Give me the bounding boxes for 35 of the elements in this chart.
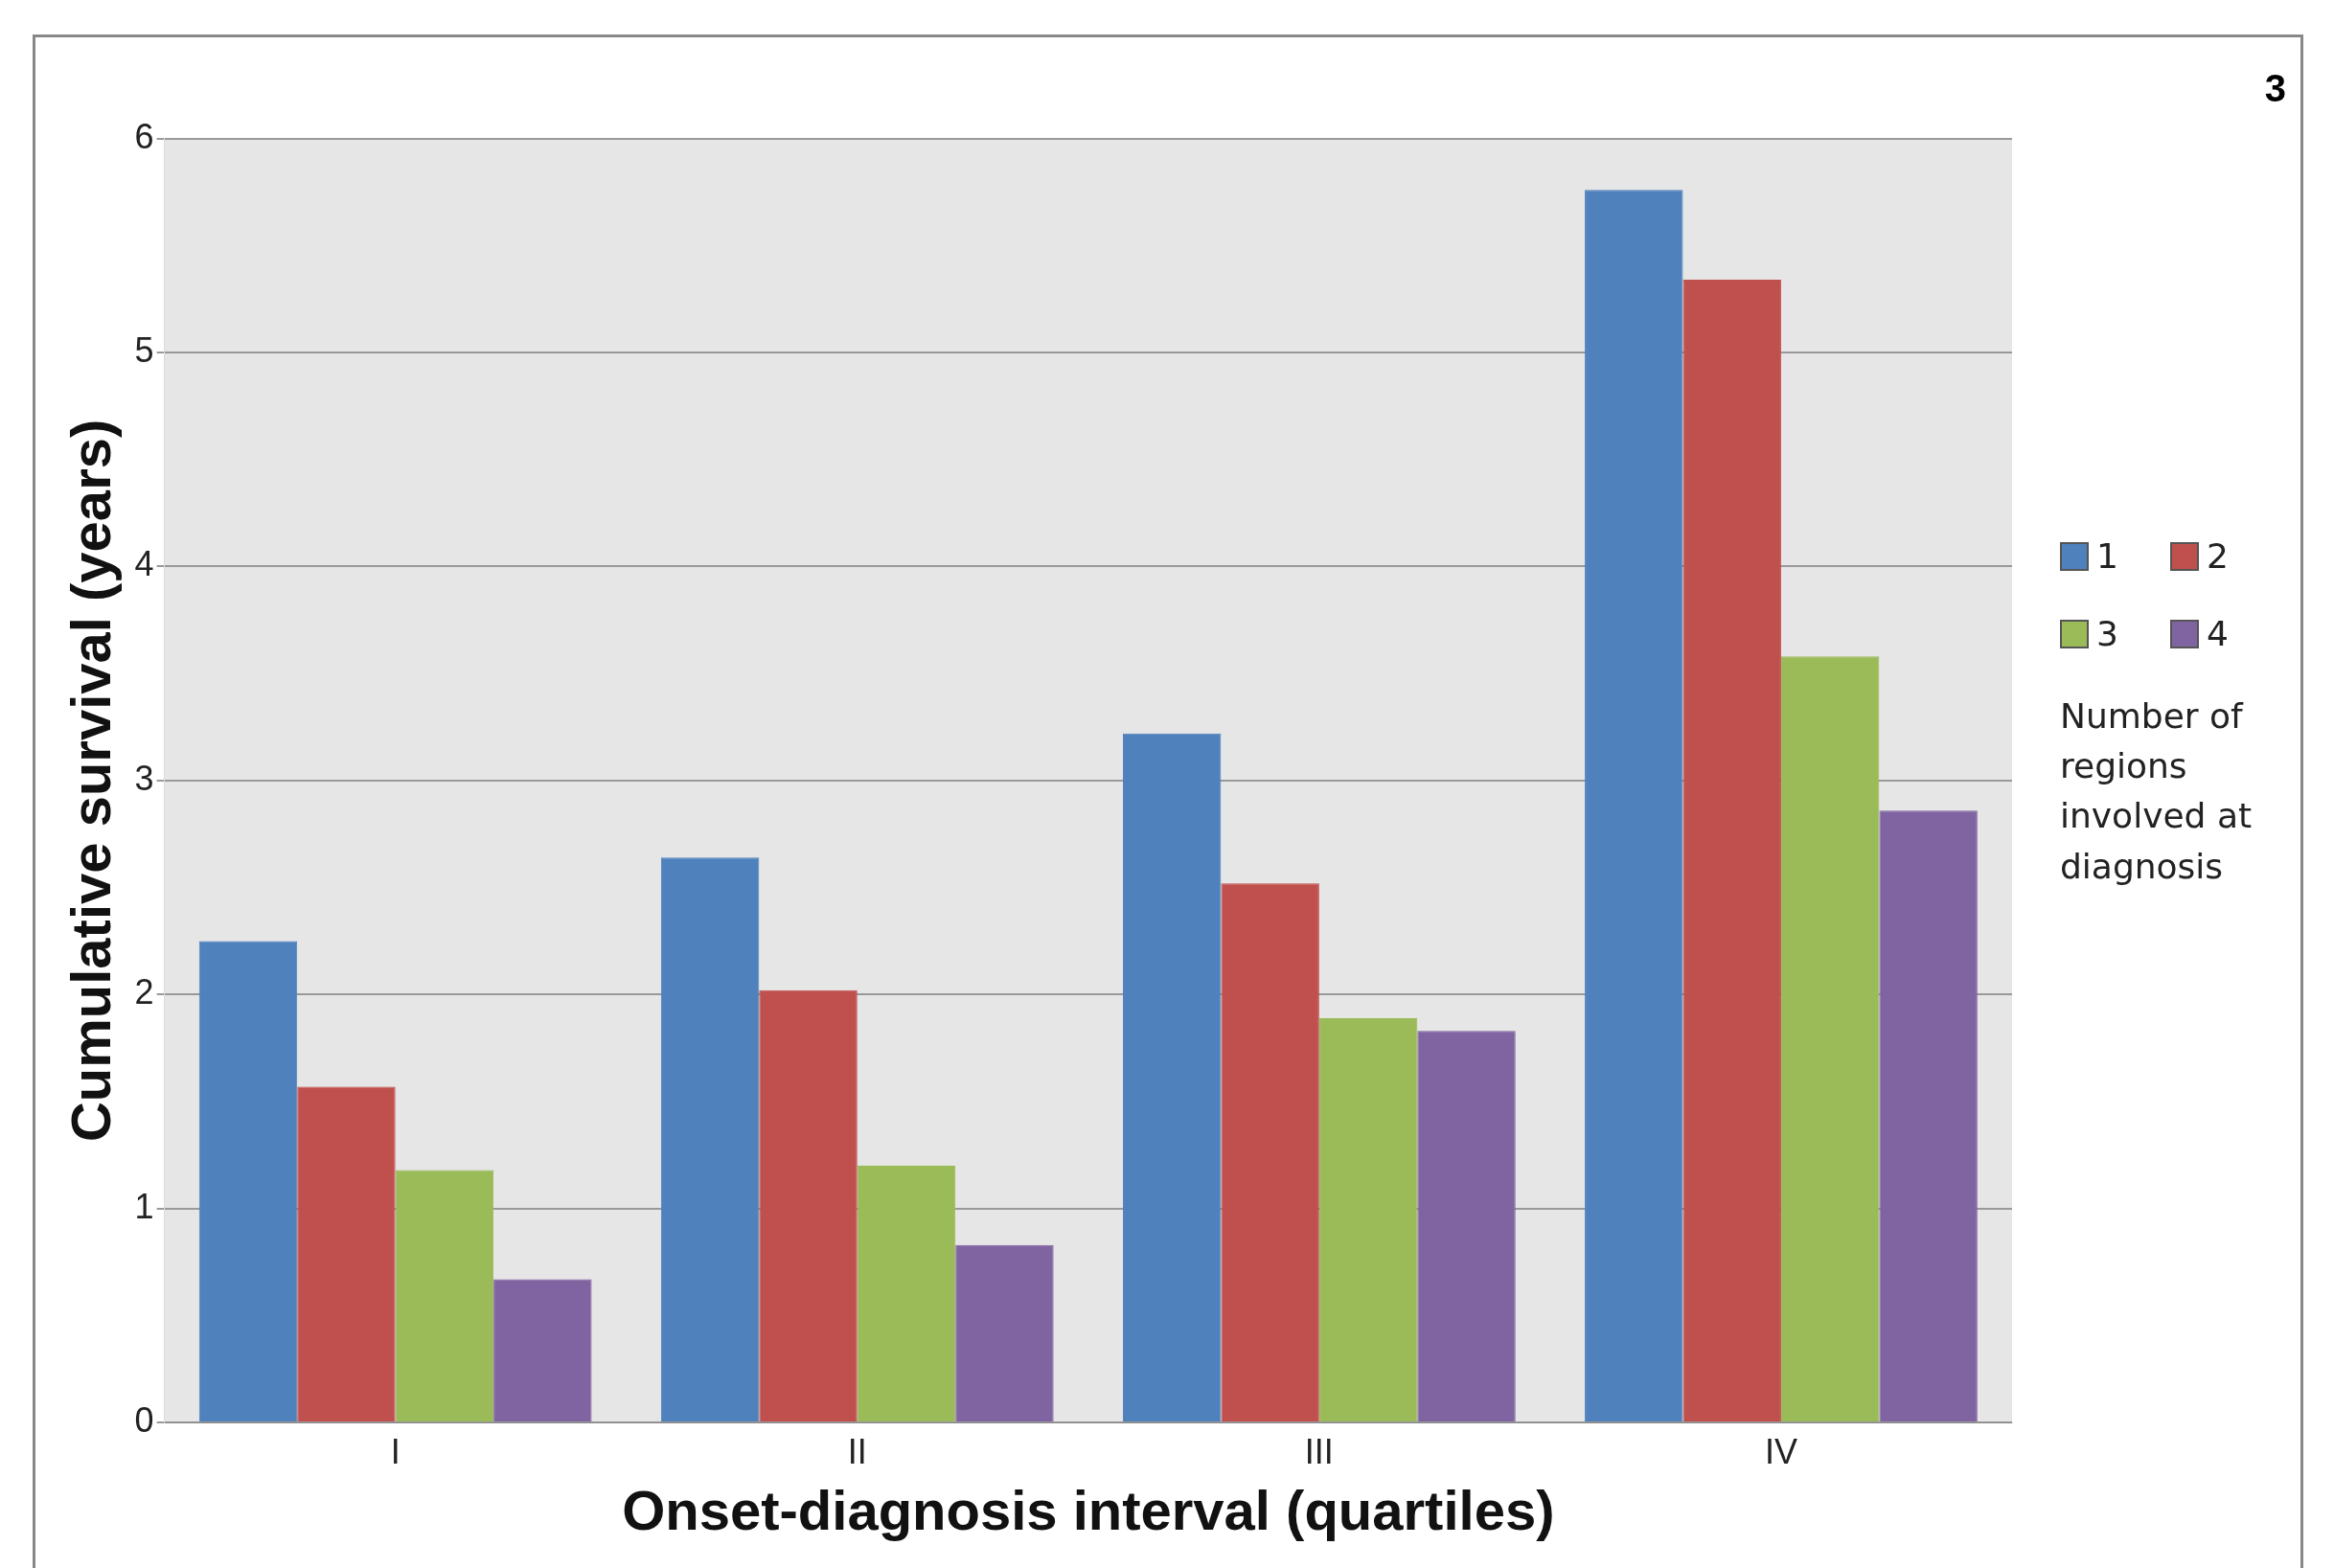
y-tick-label: 5 — [134, 330, 154, 370]
bar — [759, 989, 858, 1422]
bar — [1417, 1031, 1516, 1422]
x-tick-label: II — [847, 1431, 867, 1471]
x-tick-label: III — [1304, 1431, 1334, 1471]
legend-label: 4 — [2207, 614, 2229, 653]
legend-title: Number of regions involved at diagnosis — [2060, 695, 2254, 888]
bar — [955, 1244, 1054, 1422]
bar — [660, 857, 760, 1422]
bar — [857, 1166, 956, 1422]
bar — [297, 1086, 396, 1422]
y-tick-label: 6 — [134, 116, 154, 156]
bar — [1318, 1017, 1418, 1422]
x-tick-label: IV — [1764, 1431, 1797, 1471]
bar — [395, 1170, 494, 1422]
bar — [1879, 810, 1978, 1422]
x-tick-label: I — [390, 1431, 400, 1471]
y-tick-label: 4 — [134, 544, 154, 584]
legend-label: 2 — [2207, 536, 2229, 576]
legend-label: 1 — [2096, 536, 2118, 576]
y-axis-title: Cumulative survival (years) — [58, 419, 122, 1143]
x-axis-title: Onset-diagnosis interval (quartiles) — [622, 1479, 1555, 1542]
y-tick-label: 1 — [134, 1186, 154, 1226]
y-tick-label: 0 — [134, 1400, 154, 1441]
text: 3 — [2264, 67, 2286, 110]
bar — [1780, 656, 1880, 1422]
y-tick-label: 2 — [134, 972, 154, 1012]
bar — [1122, 733, 1222, 1422]
y-tick-label: 3 — [134, 758, 154, 798]
bar — [1221, 883, 1319, 1422]
legend-label: 3 — [2096, 614, 2118, 653]
bar — [1682, 280, 1781, 1422]
bar — [198, 941, 298, 1422]
bar — [493, 1279, 592, 1422]
bar — [1585, 190, 1683, 1422]
